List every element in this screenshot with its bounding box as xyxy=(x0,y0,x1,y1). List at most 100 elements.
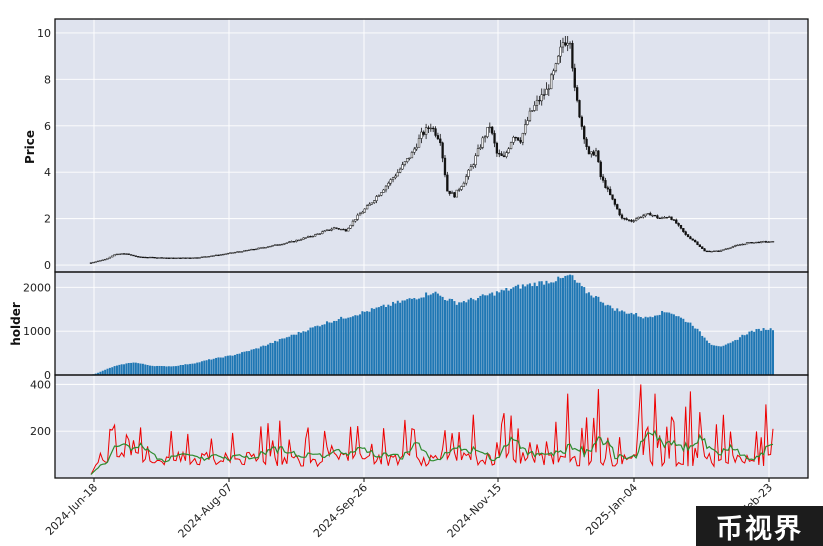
holder-bar-207 xyxy=(578,282,581,375)
holder-bar-116 xyxy=(363,311,366,375)
candle-body-242 xyxy=(660,217,664,219)
holder-bar-26 xyxy=(151,365,154,375)
holder-bar-270 xyxy=(727,343,730,375)
candle-body-73 xyxy=(262,247,265,249)
holder-bar-258 xyxy=(698,331,701,375)
price-panel xyxy=(55,19,808,272)
holder-bar-82 xyxy=(283,338,286,375)
candle-body-13 xyxy=(120,253,123,255)
holder-bar-174 xyxy=(500,289,503,375)
candle-body-254 xyxy=(689,236,692,240)
holder-bar-141 xyxy=(422,297,425,375)
candle-body-62 xyxy=(236,251,239,253)
holder-bar-95 xyxy=(314,326,317,375)
holder-bar-160 xyxy=(467,299,470,375)
holder-bar-227 xyxy=(625,313,628,375)
holder-bar-287 xyxy=(767,329,770,375)
holder-bar-238 xyxy=(651,317,654,375)
candle-body-253 xyxy=(686,234,690,238)
candle-body-141 xyxy=(422,131,425,135)
candle-body-53 xyxy=(214,254,218,257)
candle-body-122 xyxy=(377,195,381,197)
candle-body-77 xyxy=(271,245,274,247)
candle-body-280 xyxy=(750,242,753,244)
holder-bar-42 xyxy=(189,363,192,375)
watermark-text: 币视界 xyxy=(716,513,803,545)
candle-body-107 xyxy=(342,228,345,231)
candle-body-91 xyxy=(304,237,307,239)
candle-body-246 xyxy=(670,216,673,220)
holder-bar-285 xyxy=(762,328,765,375)
candle-body-145 xyxy=(432,127,435,130)
candle-body-217 xyxy=(601,176,605,181)
holder-bar-3 xyxy=(97,372,100,375)
candle-body-222 xyxy=(613,198,617,205)
holder-bar-10 xyxy=(113,366,116,375)
holder-bar-183 xyxy=(521,284,524,375)
candle-body-282 xyxy=(755,241,758,244)
holder-bar-130 xyxy=(396,300,399,375)
candle-body-213 xyxy=(592,151,595,156)
activity-tick-label: 200 xyxy=(30,425,51,438)
holder-bar-235 xyxy=(644,316,647,375)
holder-bar-204 xyxy=(571,275,574,375)
candle-body-223 xyxy=(616,204,619,210)
holder-bar-169 xyxy=(488,293,491,375)
candle-body-174 xyxy=(500,153,503,156)
holder-bar-271 xyxy=(729,342,732,375)
holder-bar-121 xyxy=(375,307,378,375)
candle-body-168 xyxy=(486,127,489,137)
holder-bar-21 xyxy=(139,363,142,375)
holder-bar-68 xyxy=(250,349,253,375)
holder-tick-label: 2000 xyxy=(23,281,51,294)
holder-bar-218 xyxy=(604,305,607,375)
candle-body-25 xyxy=(148,256,152,259)
candle-body-273 xyxy=(734,245,737,247)
holder-bar-262 xyxy=(708,343,711,375)
candle-body-115 xyxy=(361,211,364,215)
holder-bar-136 xyxy=(410,298,413,375)
holder-bar-257 xyxy=(696,328,699,375)
candle-body-208 xyxy=(580,116,584,127)
holder-bar-147 xyxy=(436,293,439,375)
candle-body-161 xyxy=(469,166,473,171)
candle-body-129 xyxy=(394,175,397,179)
holder-bar-233 xyxy=(639,317,642,375)
holder-bar-63 xyxy=(238,353,241,375)
holder-bar-32 xyxy=(165,366,168,375)
candle-body-71 xyxy=(257,247,260,250)
holder-bar-62 xyxy=(236,353,239,375)
holder-bar-242 xyxy=(661,310,664,375)
holder-bar-286 xyxy=(764,329,767,375)
candle-body-149 xyxy=(441,142,444,159)
holder-bar-127 xyxy=(389,305,392,375)
holder-bar-72 xyxy=(259,346,262,375)
holder-bar-60 xyxy=(231,355,234,375)
holder-bar-229 xyxy=(630,312,633,375)
holder-bar-115 xyxy=(361,311,364,375)
candle-body-226 xyxy=(623,217,626,220)
candle-body-245 xyxy=(668,216,671,218)
candle-body-211 xyxy=(587,146,591,155)
holder-bar-79 xyxy=(276,341,279,375)
candle-body-166 xyxy=(481,137,484,148)
holder-bar-33 xyxy=(167,366,170,375)
holder-bar-14 xyxy=(123,364,126,375)
holder-bar-201 xyxy=(564,275,567,375)
price-candles xyxy=(89,36,775,264)
holder-bar-97 xyxy=(318,326,321,375)
holder-bar-133 xyxy=(403,300,406,375)
holder-bar-78 xyxy=(274,340,277,375)
candle-body-165 xyxy=(479,147,482,149)
holder-bar-281 xyxy=(753,331,756,375)
holder-bar-45 xyxy=(196,362,199,375)
holder-bar-57 xyxy=(224,356,227,375)
holder-bar-168 xyxy=(486,295,489,375)
holder-bar-237 xyxy=(649,316,652,375)
holder-bar-132 xyxy=(401,300,404,375)
candle-body-135 xyxy=(408,157,411,159)
candle-body-21 xyxy=(139,256,142,258)
holder-bar-124 xyxy=(382,304,385,375)
candle-body-137 xyxy=(413,148,416,153)
candle-body-49 xyxy=(205,256,208,258)
